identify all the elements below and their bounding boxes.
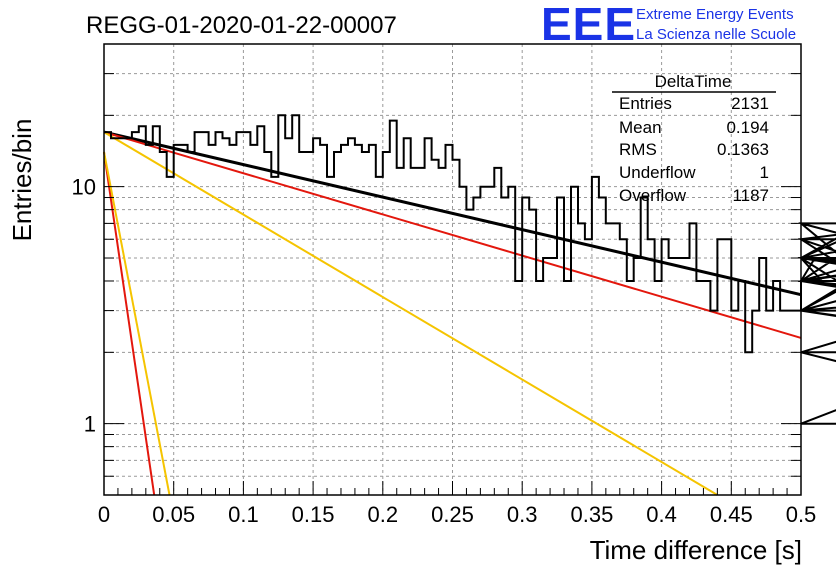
x-tick-label: 0	[98, 502, 110, 527]
x-tick-label: 0.45	[710, 502, 753, 527]
eee-logo-line1: Extreme Energy Events	[636, 6, 794, 23]
stats-value-entries: 2131	[731, 94, 769, 113]
axis-ticks	[103, 73, 802, 495]
stats-label-mean: Mean	[619, 118, 662, 137]
y-tick-label: 1	[84, 412, 96, 437]
x-tick-labels: 0 0.05 0.1 0.15 0.2 0.25 0.3 0.35 0.4 0.45 0.5	[98, 502, 816, 527]
fit-curve-yellow	[103, 151, 171, 496]
eee-logo: EEE Extreme Energy Events La Scienza nel…	[541, 0, 796, 50]
y-tick-label: 10	[72, 175, 96, 200]
histogram	[104, 114, 836, 425]
eee-logo-letters: EEE	[541, 0, 636, 50]
stats-label-entries: Entries	[619, 94, 672, 113]
stats-box: DeltaTime Entries 2131 Mean 0.194 RMS 0.…	[612, 72, 776, 205]
stats-label-rms: RMS	[619, 140, 657, 159]
stats-value-mean: 0.194	[726, 118, 769, 137]
x-tick-label: 0.25	[431, 502, 474, 527]
stats-box-name: DeltaTime	[655, 72, 732, 91]
stats-label-overflow: Overflow	[619, 186, 687, 205]
x-tick-label: 0.2	[368, 502, 399, 527]
grid	[104, 44, 801, 495]
x-tick-label: 0.1	[228, 502, 259, 527]
histogram-outline	[104, 114, 836, 425]
x-tick-label: 0.05	[152, 502, 195, 527]
stats-value-rms: 0.1363	[717, 140, 769, 159]
eee-logo-line2: La Scienza nelle Scuole	[636, 26, 796, 43]
x-tick-label: 0.5	[786, 502, 817, 527]
fit-curve-black	[103, 130, 802, 297]
stats-value-overflow: 1187	[732, 186, 769, 205]
x-axis-title: Time difference [s]	[590, 535, 802, 565]
fit-curve-red	[103, 131, 802, 339]
y-axis-title: Entries/bin	[7, 119, 37, 242]
fit-curve-yellow	[103, 131, 718, 496]
x-tick-label: 0.4	[646, 502, 677, 527]
stats-label-underflow: Underflow	[619, 163, 696, 182]
chart-title: REGG-01-2020-01-22-00007	[86, 12, 397, 39]
x-tick-label: 0.35	[570, 502, 613, 527]
stats-value-underflow: 1	[760, 163, 769, 182]
y-tick-labels: 1 10	[72, 175, 96, 437]
x-tick-label: 0.3	[507, 502, 538, 527]
x-tick-label: 0.15	[292, 502, 335, 527]
